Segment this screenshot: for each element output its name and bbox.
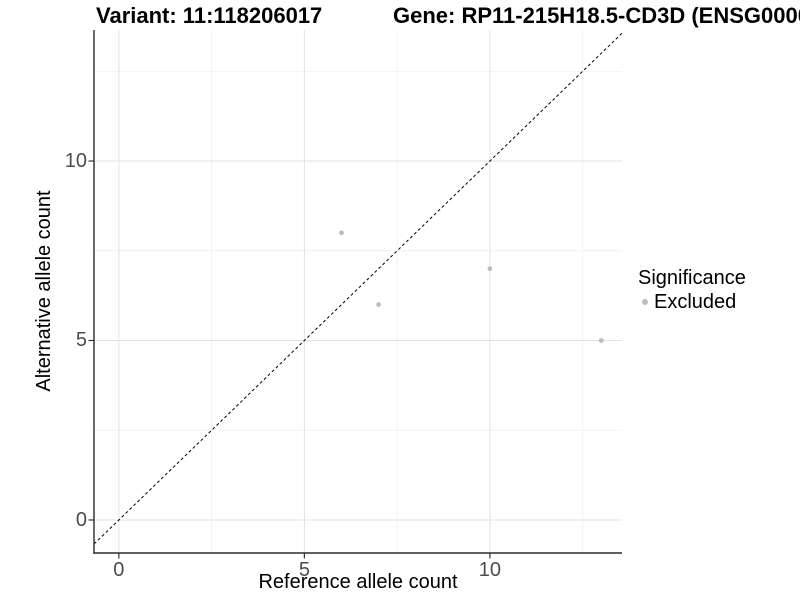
- plot-panel: [88, 30, 623, 559]
- legend-entry-label: Excluded: [654, 291, 737, 313]
- identity-line: [93, 32, 623, 545]
- legend: Significance Excluded: [638, 266, 746, 313]
- data-point: [339, 230, 344, 236]
- x-tick-label: 10: [478, 559, 502, 581]
- data-point: [376, 302, 381, 308]
- legend-point-icon: [642, 299, 648, 305]
- x-axis-title: Reference allele count: [258, 571, 458, 593]
- legend-title: Significance: [638, 267, 746, 289]
- y-tick-label: 0: [75, 508, 87, 531]
- y-tick-label: 5: [75, 329, 87, 352]
- gene-title: Gene: RP11-215H18.5-CD3D (ENSG0000025: [393, 3, 800, 28]
- y-axis-title: Alternative allele count: [33, 190, 55, 392]
- x-tick-label: 0: [113, 559, 125, 581]
- data-point: [487, 266, 493, 272]
- legend-entry-excluded: Excluded: [638, 291, 746, 313]
- plot-canvas: [88, 30, 623, 559]
- data-point: [598, 338, 604, 343]
- variant-title: Variant: 11:118206017: [96, 3, 323, 28]
- x-tick-label: 5: [298, 559, 310, 581]
- y-tick-label: 10: [64, 150, 87, 173]
